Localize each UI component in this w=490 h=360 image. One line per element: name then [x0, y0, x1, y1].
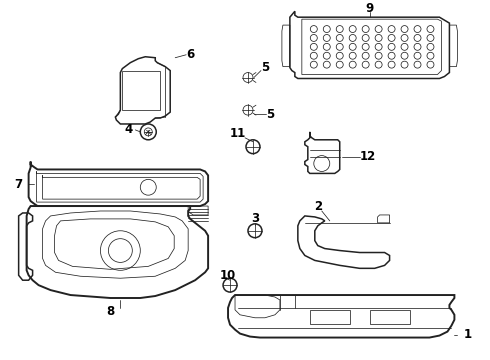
Bar — [369, 310, 410, 324]
Circle shape — [243, 105, 253, 115]
Circle shape — [223, 278, 237, 292]
Circle shape — [246, 140, 260, 154]
Text: 1: 1 — [464, 328, 471, 341]
Text: 2: 2 — [314, 199, 322, 212]
Text: 3: 3 — [251, 212, 259, 225]
Text: 4: 4 — [124, 123, 132, 136]
Bar — [310, 310, 350, 324]
Text: 5: 5 — [261, 61, 269, 74]
Circle shape — [243, 73, 253, 82]
Text: 7: 7 — [15, 178, 23, 191]
Circle shape — [140, 124, 156, 140]
Text: 12: 12 — [360, 150, 376, 163]
Text: 9: 9 — [366, 2, 374, 15]
Circle shape — [248, 224, 262, 238]
Text: 5: 5 — [266, 108, 274, 121]
Text: 10: 10 — [220, 269, 236, 282]
Text: 6: 6 — [186, 48, 194, 61]
Text: 11: 11 — [230, 127, 246, 140]
Text: 8: 8 — [106, 305, 115, 318]
